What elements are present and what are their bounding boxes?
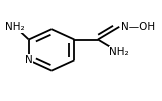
Text: NH₂: NH₂ xyxy=(5,22,25,32)
Text: N—OH: N—OH xyxy=(121,22,155,32)
Text: N: N xyxy=(25,55,33,65)
Text: NH₂: NH₂ xyxy=(110,47,129,57)
